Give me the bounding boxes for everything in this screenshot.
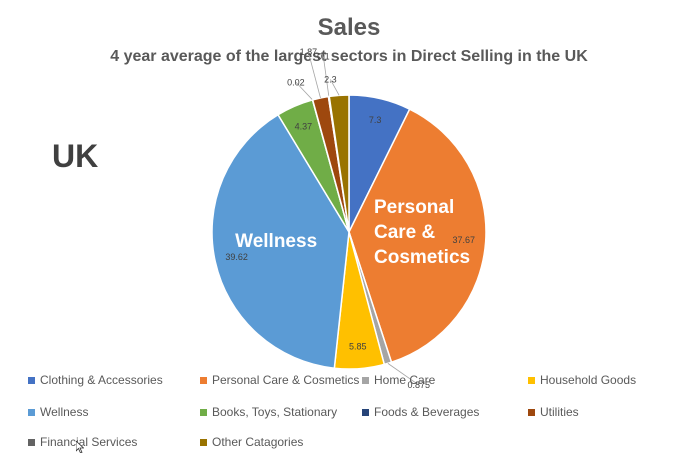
data-label: 4.37 [295, 121, 313, 131]
legend-swatch [528, 408, 535, 416]
legend-item: Books, Toys, Stationary [200, 405, 337, 419]
region-label: UK [52, 138, 99, 174]
legend-label: Other Catagories [212, 435, 304, 449]
mouse-cursor-icon [76, 441, 84, 453]
data-label: 39.62 [225, 252, 248, 262]
legend-item: Clothing & Accessories [28, 373, 163, 387]
legend-label: Books, Toys, Stationary [212, 405, 338, 419]
slice-annotation: Personal Care & Cosmetics [374, 197, 470, 268]
legend-item: Financial Services [28, 435, 137, 449]
pie-slice-wellness [211, 113, 350, 370]
pie-slice-other-catagories [328, 94, 350, 233]
data-label: 2.3 [324, 74, 337, 84]
legend-item: Other Catagories [200, 435, 303, 449]
legend-item: Utilities [528, 405, 579, 419]
leader-line [330, 79, 340, 96]
legend-label: Personal Care & Cosmetics [212, 373, 360, 387]
legend-label: Clothing & Accessories [40, 373, 163, 387]
legend-swatch [362, 376, 369, 384]
data-label: 0.1 [317, 52, 330, 62]
chart-title: Sales [317, 14, 381, 41]
leader-line [308, 52, 321, 99]
leader-line [322, 56, 330, 97]
legend-label: Foods & Beverages [374, 405, 480, 419]
legend-label: Financial Services [40, 435, 138, 449]
legend-label: Home Care [374, 373, 436, 387]
data-label: 1.87 [300, 47, 318, 57]
leader-line [295, 82, 313, 101]
legend-item: Personal Care & Cosmetics [200, 373, 359, 387]
data-label: 5.85 [349, 342, 367, 352]
legend-swatch [200, 376, 207, 384]
data-label: 0.875 [407, 380, 430, 390]
leader-line [387, 363, 419, 386]
pie-slice-personal-care-cosmetics [348, 108, 487, 364]
chart-subtitle: 4 year average of the largest sectors in… [110, 48, 588, 65]
data-label: 37.67 [453, 235, 476, 245]
data-label: 0.02 [287, 77, 305, 87]
slice-annotation: Wellness [235, 231, 317, 252]
legend-item: Wellness [28, 405, 88, 419]
legend-swatch [528, 376, 535, 384]
legend-swatch [28, 438, 35, 446]
legend-swatch [28, 376, 35, 384]
data-label: 7.3 [369, 115, 382, 125]
legend-label: Wellness [40, 405, 89, 419]
legend-swatch [200, 408, 207, 416]
legend-swatch [28, 408, 35, 416]
legend-label: Household Goods [540, 373, 637, 387]
legend-swatch [200, 438, 207, 446]
legend-label: Utilities [540, 405, 579, 419]
legend-swatch [362, 408, 369, 416]
legend-item: Foods & Beverages [362, 405, 479, 419]
legend-item: Home Care [362, 373, 435, 387]
legend-item: Household Goods [528, 373, 636, 387]
